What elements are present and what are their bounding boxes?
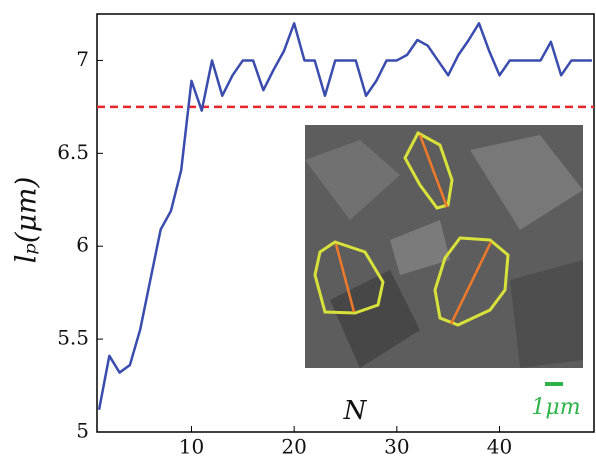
inset-image — [305, 125, 583, 368]
y-tick-label: 5.5 — [57, 326, 89, 350]
y-axis-label: lₚ(μm) — [10, 177, 43, 264]
data-line — [97, 22, 592, 410]
y-tick-label: 6.5 — [57, 140, 89, 164]
plot-frame — [96, 13, 595, 433]
x-tick-label: 30 — [384, 435, 409, 459]
y-tick-label: 7 — [76, 47, 89, 71]
y-tick-label: 6 — [76, 233, 89, 257]
x-axis-label: N — [343, 396, 368, 426]
y-tick-label: 5 — [76, 419, 89, 443]
x-tick-label: 20 — [281, 435, 306, 459]
scale-bar-label: 1μm — [531, 395, 580, 420]
x-tick-label: 40 — [487, 435, 512, 459]
x-tick-label: 10 — [179, 435, 204, 459]
